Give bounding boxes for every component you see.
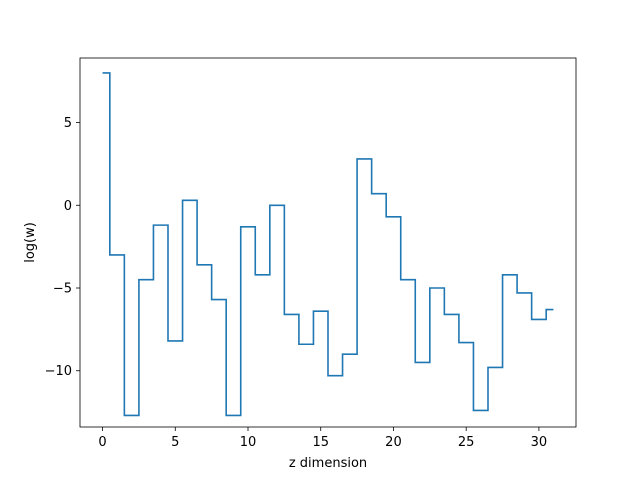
x-tick-label: 15 (312, 435, 329, 450)
y-axis-label: log(w) (23, 222, 38, 263)
x-axis-label: z dimension (289, 456, 367, 471)
x-tick-label: 20 (385, 435, 402, 450)
x-axis-ticks: 0 5 10 15 20 25 30 (98, 427, 547, 450)
y-tick-label: 0 (64, 199, 72, 214)
series-layer (102, 72, 554, 417)
x-tick-label: 10 (240, 435, 257, 450)
x-tick-label: 5 (171, 435, 179, 450)
x-tick-label: 0 (98, 435, 106, 450)
series-line-0 (102, 72, 554, 417)
y-axis-ticks: −10 −5 0 5 (45, 116, 80, 379)
y-tick-label: −10 (45, 364, 72, 379)
plot-frame (79, 57, 577, 428)
x-tick-label: 25 (458, 435, 475, 450)
y-tick-label: −5 (53, 282, 72, 297)
x-tick-label: 30 (531, 435, 548, 450)
y-tick-label: 5 (64, 116, 72, 131)
